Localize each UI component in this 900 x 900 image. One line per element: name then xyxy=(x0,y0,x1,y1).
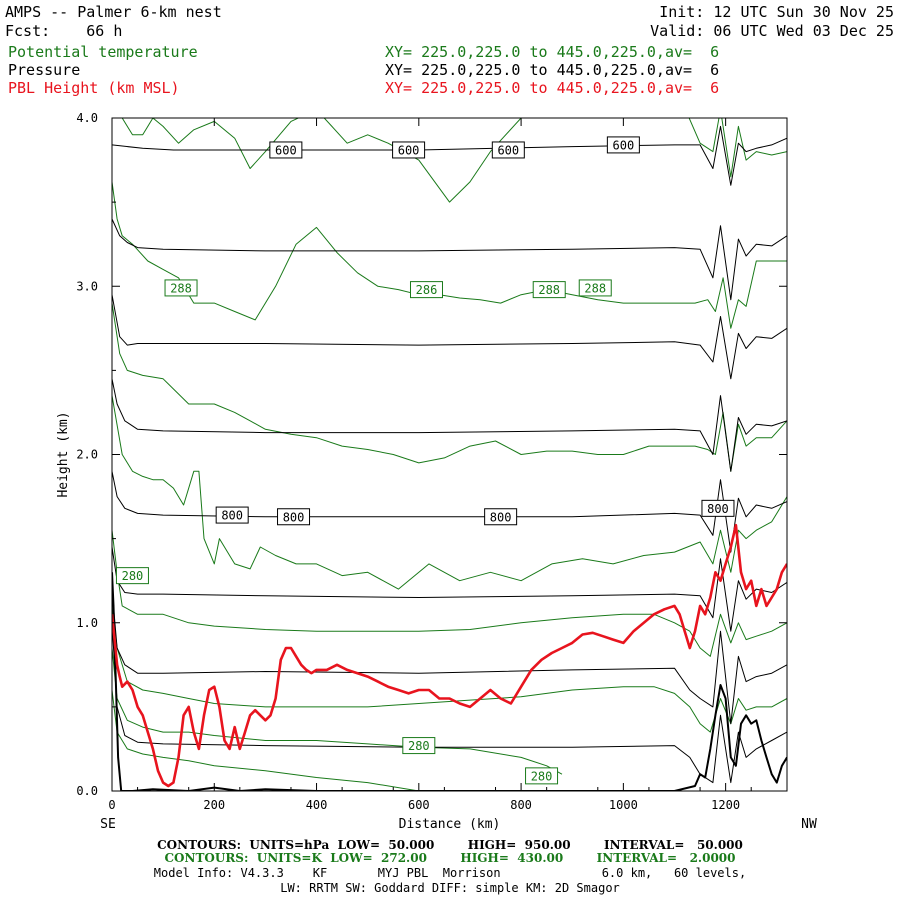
valid-time: Valid: 06 UTC Wed 03 Dec 25 xyxy=(650,22,894,40)
init-time: Init: 12 UTC Sun 30 Nov 25 xyxy=(659,3,894,21)
series-line-pressure-7 xyxy=(112,622,787,784)
pressure-contour-label-4: 800 xyxy=(221,509,243,523)
theta-contour-label-0: 288 xyxy=(170,281,192,295)
series-line-pbl-17 xyxy=(112,523,787,788)
theta-contour-label-0-box xyxy=(164,279,198,297)
pressure-contour-label-4-box xyxy=(215,506,249,524)
pressure-contour-label-0-box xyxy=(269,141,303,159)
pressure-contour-label-5-box xyxy=(277,508,311,526)
series-line-theta-16 xyxy=(112,689,419,791)
theta-contour-label-6-box xyxy=(525,767,559,785)
series-line-theta-12 xyxy=(112,395,787,590)
theta-contour-label-2-box xyxy=(532,281,566,299)
theta-contour-label-5-box xyxy=(402,737,436,755)
series-line-pressure-0 xyxy=(112,125,787,186)
pressure-contour-label-1: 600 xyxy=(398,143,420,157)
x-tick-label-6: 1200 xyxy=(711,798,740,812)
legend-xy-pbl: XY= 225.0,225.0 to 445.0,225.0,av= 6 xyxy=(385,79,720,97)
y-tick-label-2: 2.0 xyxy=(76,448,98,462)
legend-label-pbl: PBL Height (km MSL) xyxy=(8,79,180,97)
chart-title: AMPS -- Palmer 6-km nest xyxy=(5,3,222,21)
series-line-pressure-4 xyxy=(112,471,787,553)
legend-xy-theta: XY= 225.0,225.0 to 445.0,225.0,av= 6 xyxy=(385,43,720,61)
pressure-contour-label-6-box xyxy=(484,508,518,526)
theta-contour-label-2: 288 xyxy=(538,283,560,297)
series-line-theta-9 xyxy=(121,118,787,203)
forecast-hour: Fcst: 66 h xyxy=(5,22,123,40)
legend-label-pressure: Pressure xyxy=(8,61,81,79)
x-end-label-se: SE xyxy=(100,817,116,832)
pressure-contour-label-2: 600 xyxy=(497,143,519,157)
x-tick-label-5: 1000 xyxy=(609,798,638,812)
pressure-contour-label-5: 800 xyxy=(283,510,305,524)
y-tick-label-0: 0.0 xyxy=(76,784,98,798)
x-tick-label-1: 200 xyxy=(203,798,225,812)
pressure-contour-label-2-box xyxy=(491,141,525,159)
series-line-terrain-8 xyxy=(112,572,787,791)
x-axis-label: Distance (km) xyxy=(399,817,501,832)
series-line-theta-10 xyxy=(112,181,787,329)
series-line-theta-13 xyxy=(112,530,787,657)
legend-label-theta: Potential temperature xyxy=(8,43,198,61)
series-line-pressure-3 xyxy=(112,378,787,472)
pressure-contour-label-3-box xyxy=(606,136,640,154)
series-line-theta-15 xyxy=(112,647,563,775)
x-tick-label-2: 400 xyxy=(306,798,328,812)
x-end-label-nw: NW xyxy=(801,817,817,832)
theta-contour-label-6: 280 xyxy=(531,769,553,783)
y-axis-label: Height (km) xyxy=(56,411,71,497)
pressure-contour-label-7-box xyxy=(701,499,735,517)
x-tick-label-0: 0 xyxy=(108,798,115,812)
theta-contour-label-5: 280 xyxy=(408,739,430,753)
series-line-pressure-6 xyxy=(112,589,787,725)
pressure-contour-label-0: 600 xyxy=(275,143,297,157)
theta-contour-label-4: 280 xyxy=(122,569,144,583)
footer-pressure-contours: CONTOURS: UNITS=hPa LOW= 50.000 HIGH= 95… xyxy=(157,838,743,852)
theta-contour-label-3-box xyxy=(578,279,612,297)
footer-model-info: Model Info: V4.3.3 KF MYJ PBL Morrison 6… xyxy=(153,866,747,880)
theta-contour-label-4-box xyxy=(115,567,149,585)
y-tick-label-4: 4.0 xyxy=(76,111,98,125)
pressure-contour-label-3: 600 xyxy=(613,138,635,152)
theta-contour-label-1: 286 xyxy=(416,283,438,297)
series-line-theta-14 xyxy=(112,605,787,733)
x-tick-label-4: 800 xyxy=(510,798,532,812)
series-line-pressure-2 xyxy=(112,294,787,380)
footer-model-info-2: LW: RRTM SW: Goddard DIFF: simple KM: 2D… xyxy=(280,881,620,895)
pressure-contour-label-6: 800 xyxy=(490,510,512,524)
pressure-contour-label-1-box xyxy=(392,141,426,159)
footer-theta-contours: CONTOURS: UNITS=K LOW= 272.00 HIGH= 430.… xyxy=(164,851,736,865)
y-tick-label-3: 3.0 xyxy=(76,279,98,293)
x-tick-label-3: 600 xyxy=(408,798,430,812)
theta-contour-label-1-box xyxy=(409,281,443,299)
series-line-pressure-5 xyxy=(112,546,787,632)
series-line-theta-11 xyxy=(112,303,787,472)
y-tick-label-1: 1.0 xyxy=(76,616,98,630)
theta-contour-label-3: 288 xyxy=(584,281,606,295)
plot-frame xyxy=(111,117,788,792)
legend-xy-pressure: XY= 225.0,225.0 to 445.0,225.0,av= 6 xyxy=(385,61,720,79)
series-line-pressure-1 xyxy=(112,218,787,301)
pressure-contour-label-7: 800 xyxy=(707,502,729,516)
